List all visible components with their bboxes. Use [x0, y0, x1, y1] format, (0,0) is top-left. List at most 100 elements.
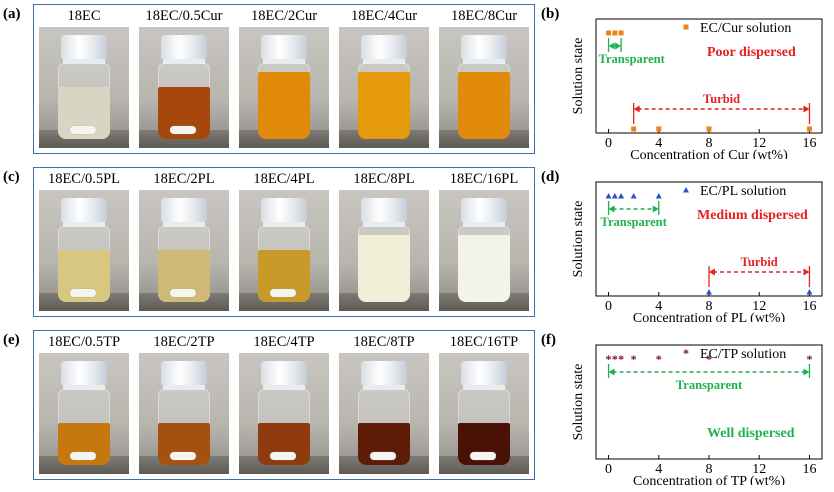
x-tick-label: 8: [706, 462, 713, 477]
vial-liquid: [258, 72, 310, 139]
vial-cap: [261, 198, 307, 222]
data-point: [618, 30, 624, 36]
data-point: [611, 193, 618, 199]
panel-label-c: (c): [3, 169, 20, 185]
data-point: *: [606, 352, 612, 366]
data-point: [630, 193, 637, 199]
region-arrow-head-left: [633, 105, 640, 113]
vial-2-3: 18EC/8TP: [334, 331, 434, 479]
vial-photo: [339, 353, 429, 474]
vial-neck: [263, 384, 305, 390]
vial-cap: [261, 361, 307, 385]
data-point: [612, 30, 618, 36]
dispersion-label: Poor dispersed: [707, 45, 796, 60]
vial-liquid: [358, 235, 410, 302]
data-point: [683, 187, 689, 193]
legend-label: EC/Cur solution: [700, 21, 791, 36]
vial-label: 18EC/2TP: [153, 334, 215, 350]
vial-neck: [363, 221, 405, 227]
photo-strip-tp: 18EC/0.5TP 18EC/2TP 18EC/4TP 18EC/8TP 18EC/1…: [33, 330, 535, 480]
region-arrow-head-left: [608, 368, 615, 376]
x-axis-label: Concentration of PL (wt%): [633, 311, 786, 322]
region-arrow-head-left: [709, 268, 715, 276]
vial-1-1: 18EC/2PL: [134, 168, 234, 316]
vial-photo: [139, 353, 229, 474]
panel-label-f: (f): [541, 332, 556, 348]
vial-photo: [439, 353, 529, 474]
y-axis-label: Solution state: [571, 38, 586, 115]
vial-0-3: 18EC/4Cur: [334, 5, 434, 153]
region-label: Transparent: [676, 378, 743, 392]
chart-cur-svg: 0 4 8 12 16 Concentration of Cur (wt%) Solutio…: [571, 18, 823, 159]
vial-neck: [463, 221, 505, 227]
stir-bar: [370, 452, 396, 460]
vial-photo: [439, 190, 529, 311]
legend-label: EC/PL solution: [700, 184, 786, 199]
vial-neck: [63, 221, 105, 227]
vial-0-0: 18EC: [34, 5, 134, 153]
x-axis-label: Concentration of TP (wt%): [633, 474, 785, 485]
vial-neck: [63, 58, 105, 64]
vial-photo: [239, 190, 329, 311]
vial-photo: [39, 353, 129, 474]
data-point: [655, 193, 662, 199]
data-point: *: [806, 352, 812, 366]
vial-label: 18EC/8TP: [353, 334, 415, 350]
panel-label-e: (e): [3, 332, 20, 348]
data-point: [706, 126, 712, 132]
vial-neck: [263, 221, 305, 227]
vial-0-2: 18EC/2Cur: [234, 5, 334, 153]
data-point: [683, 24, 689, 30]
region-arrow-head-right: [803, 268, 810, 276]
vial-photo: [39, 190, 129, 311]
region-arrow-head-left: [608, 42, 615, 50]
x-axis-label: Concentration of Cur (wt%): [630, 148, 788, 159]
vial-cap: [161, 35, 207, 59]
x-tick-label: 8: [706, 136, 713, 151]
x-tick-label: 12: [752, 462, 766, 477]
vial-photo: [139, 27, 229, 148]
vial-cap: [361, 35, 407, 59]
chart-cur: 0 4 8 12 16 Concentration of Cur (wt%) Solutio…: [547, 4, 831, 159]
vial-label: 18EC/8PL: [353, 171, 415, 187]
vial-cap: [161, 361, 207, 385]
plot-frame: [595, 18, 823, 134]
x-tick-label: 0: [605, 136, 612, 151]
data-point: *: [656, 352, 662, 366]
x-tick-label: 0: [605, 462, 612, 477]
vial-cap: [461, 35, 507, 59]
vial-label: 18EC: [67, 8, 101, 24]
chart-pl: 0 4 8 12 16 Concentration of PL (wt%) Solution…: [547, 167, 831, 322]
legend-label: EC/TP solution: [700, 347, 786, 362]
data-point: *: [612, 352, 618, 366]
x-tick-label: 16: [802, 462, 816, 477]
region-arrow-head-left: [608, 205, 615, 213]
vial-liquid: [458, 235, 510, 302]
vial-photo: [339, 27, 429, 148]
chart-pl-svg: 0 4 8 12 16 Concentration of PL (wt%) Solution…: [571, 181, 823, 322]
vial-photo: [339, 190, 429, 311]
vial-2-1: 18EC/2TP: [134, 331, 234, 479]
x-tick-label: 4: [655, 136, 662, 151]
vial-cap: [61, 198, 107, 222]
x-tick-label: 4: [655, 462, 662, 477]
vial-liquid: [358, 72, 410, 139]
chart-tp-svg: 0 4 8 12 16 Concentration of TP (wt%) Solution…: [571, 344, 823, 485]
vial-label: 18EC/2Cur: [250, 8, 318, 24]
data-point: [656, 126, 662, 132]
stir-bar: [470, 452, 496, 460]
region-label: Transparent: [599, 52, 666, 66]
data-point: [605, 193, 612, 199]
x-tick-label: 16: [802, 299, 816, 314]
vial-neck: [463, 384, 505, 390]
region-arrow-head-right: [615, 42, 622, 50]
x-tick-label: 4: [655, 299, 662, 314]
vial-1-0: 18EC/0.5PL: [34, 168, 134, 316]
chart-tp: 0 4 8 12 16 Concentration of TP (wt%) Solution…: [547, 330, 831, 485]
vial-photo: [139, 190, 229, 311]
vial-cap: [61, 35, 107, 59]
vial-cap: [61, 361, 107, 385]
panel-label-b: (b): [541, 6, 560, 22]
x-tick-label: 12: [752, 299, 766, 314]
vial-photo: [439, 27, 529, 148]
